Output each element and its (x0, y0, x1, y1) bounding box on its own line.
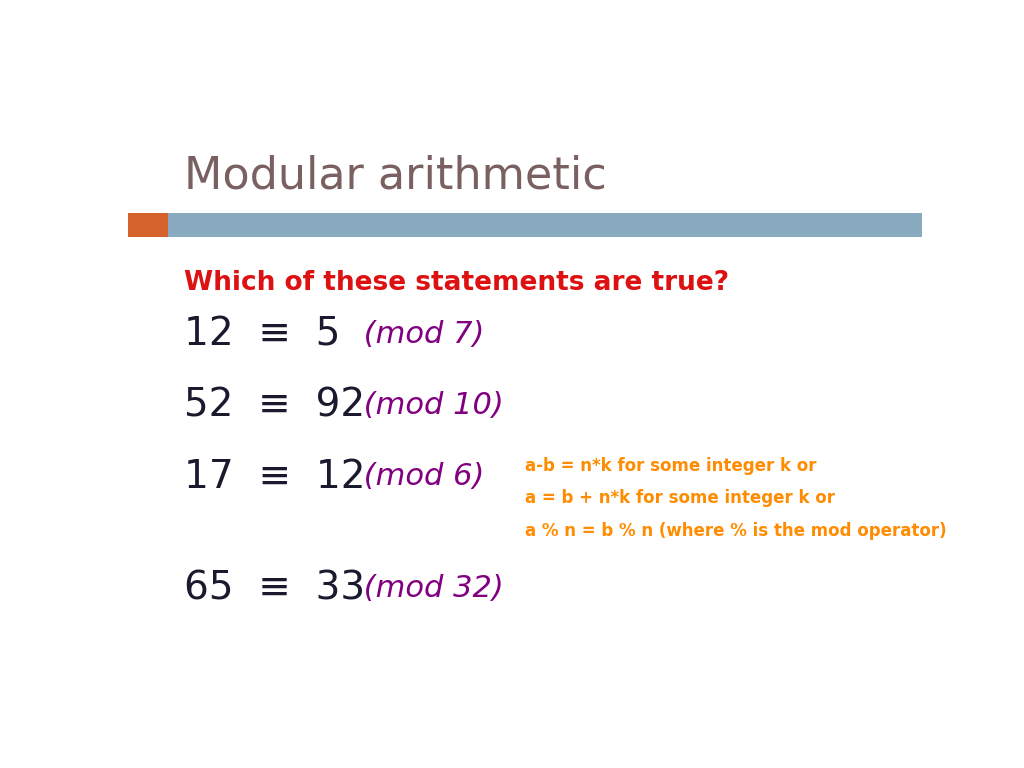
Text: a = b + n*k for some integer k or: a = b + n*k for some integer k or (524, 489, 835, 508)
Text: Which of these statements are true?: Which of these statements are true? (183, 270, 729, 296)
Text: 17  ≡  12: 17 ≡ 12 (183, 458, 365, 495)
Text: 65  ≡  33: 65 ≡ 33 (183, 570, 365, 608)
Text: (mod 32): (mod 32) (354, 574, 504, 604)
Bar (128, 214, 168, 237)
Text: a % n = b % n (where % is the mod operator): a % n = b % n (where % is the mod operat… (524, 522, 946, 540)
Text: (mod 7): (mod 7) (354, 320, 484, 349)
Text: a-b = n*k for some integer k or: a-b = n*k for some integer k or (524, 457, 816, 475)
Text: Modular arithmetic: Modular arithmetic (183, 154, 606, 197)
Text: 52  ≡  92: 52 ≡ 92 (183, 386, 365, 425)
Text: (mod 6): (mod 6) (354, 462, 484, 491)
Bar (168, 214, 922, 237)
Text: (mod 10): (mod 10) (354, 391, 504, 420)
Text: 12  ≡  5: 12 ≡ 5 (183, 316, 340, 353)
